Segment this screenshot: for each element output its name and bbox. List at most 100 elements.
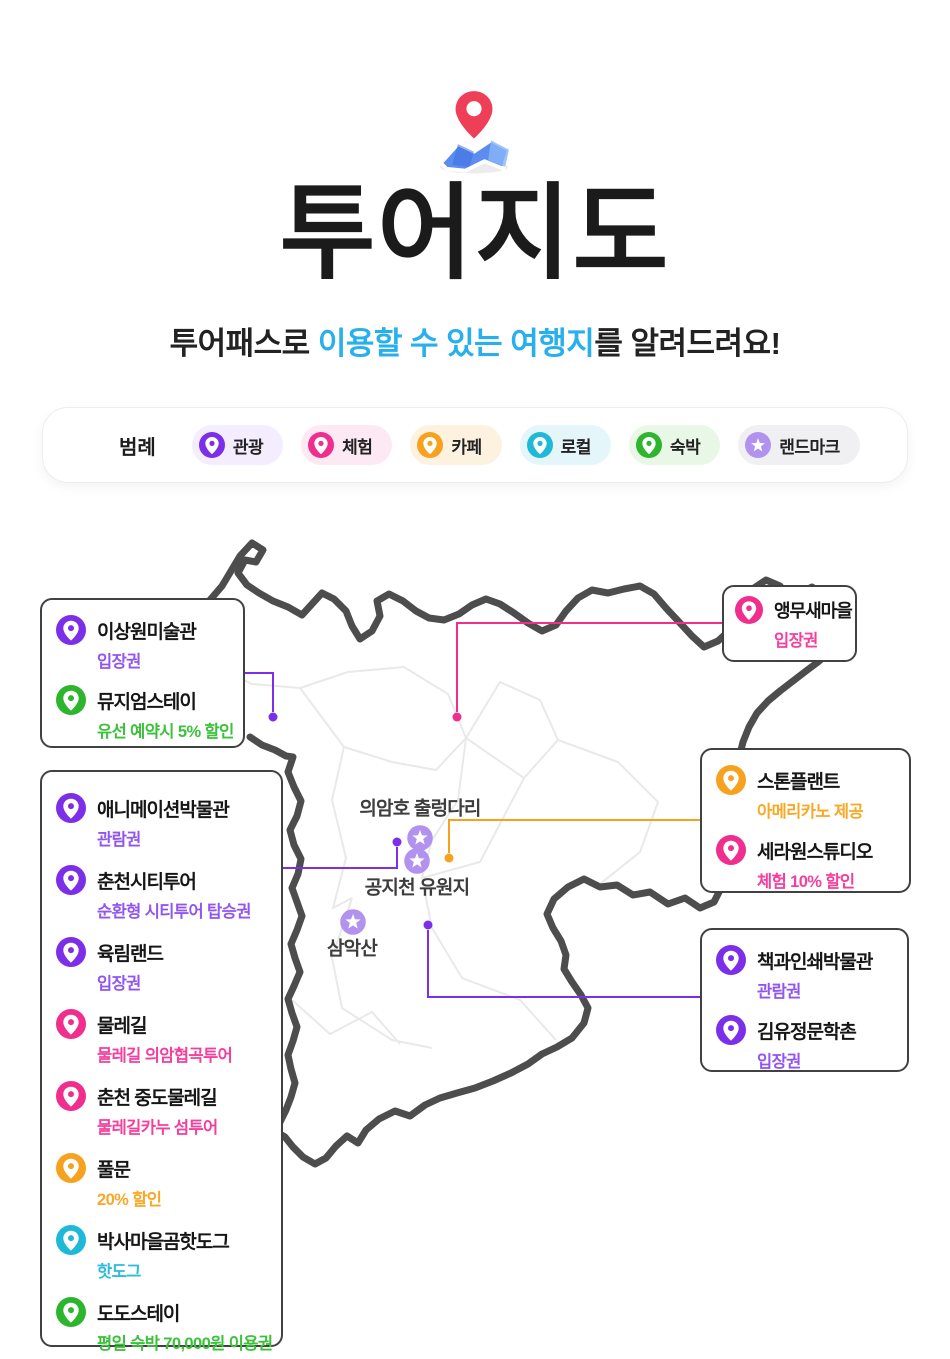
poi-name: 춘천 중도물레길	[97, 1087, 218, 1109]
poi-name: 박사마을곰핫도그	[97, 1231, 230, 1253]
legend-bar: 범례 관광 체험 카페 로컬 숙박 랜드마크	[42, 407, 908, 483]
legend-item-label: 랜드마크	[779, 437, 840, 457]
poi-item: 육림랜드 입장권	[56, 937, 267, 994]
connector-top-left	[245, 672, 278, 722]
tour-pin-icon	[56, 793, 86, 823]
legend-item-label: 체험	[342, 437, 373, 457]
poi-benefit: 아메리카노 제공	[757, 803, 864, 821]
tour-pin-icon	[56, 865, 86, 895]
legend-item-landmark: 랜드마크	[738, 425, 860, 465]
experience-pin-icon	[735, 596, 763, 624]
poi-item: 풀문 20% 할인	[56, 1153, 267, 1210]
poi-name: 도도스테이	[97, 1303, 180, 1325]
page-title: 투어지도	[279, 176, 671, 292]
poi-name: 앵무새마을	[774, 601, 853, 621]
poi-benefit: 유선 예약시 5% 할인	[97, 723, 234, 741]
page-subtitle: 투어패스로 이용할 수 있는 여행지를 알려드려요!	[0, 318, 950, 363]
tour-pin-icon	[716, 945, 746, 975]
poi-item: 김유정문학촌 입장권	[716, 1015, 893, 1072]
landmark-markers	[340, 825, 433, 935]
callout-mid-right: 스톤플랜트 아메리카노 제공 세라원스튜디오 체험 10% 할인	[700, 748, 911, 893]
connector-top-right	[452, 622, 722, 722]
tour-pin-icon	[56, 937, 86, 967]
experience-pin-icon	[716, 835, 746, 865]
poi-item: 물레길 물레길 의암협곡투어	[56, 1009, 267, 1066]
experience-pin-icon	[56, 1081, 86, 1111]
poi-name: 책과인쇄박물관	[757, 951, 873, 973]
poi-dot-orange	[444, 853, 454, 863]
poi-name: 육림랜드	[97, 943, 164, 965]
cafe-pin-icon	[56, 1153, 86, 1183]
poi-name: 물레길	[97, 1015, 147, 1037]
callout-top-left: 이상원미술관 입장권 뮤지엄스테이 유선 예약시 5% 할인	[40, 598, 245, 748]
poi-name: 춘천시티투어	[97, 871, 197, 893]
map-label-samaksan: 삼악산	[326, 938, 378, 960]
callout-left: 애니메이션박물관 관람권 춘천시티투어 순환형 시티투어 탑승권 육림랜드 입장…	[40, 770, 283, 1353]
star-pin-icon	[745, 432, 772, 458]
legend-item-tour: 관광	[191, 425, 284, 465]
poi-benefit: 입장권	[757, 1053, 801, 1071]
experience-pin-icon	[56, 1009, 86, 1039]
map-pin-logo-icon	[439, 91, 511, 174]
subtitle-pre: 투어패스로	[169, 326, 318, 361]
district-borders	[204, 659, 660, 1049]
poi-name: 세라원스튜디오	[757, 841, 873, 863]
poi-benefit: 관람권	[757, 983, 801, 1001]
stay-pin-icon	[56, 685, 86, 715]
map-label-uiamho-bridge: 의암호 출렁다리	[359, 798, 481, 820]
legend-item-experience: 체험	[301, 425, 393, 465]
subtitle-post: 를 알려드려요!	[594, 326, 781, 361]
tour-pin-icon	[716, 1015, 746, 1045]
poi-name: 김유정문학촌	[757, 1021, 857, 1043]
local-pin-icon	[56, 1225, 86, 1255]
cafe-pin-icon	[716, 765, 746, 795]
legend-item-label: 관광	[232, 437, 264, 457]
poi-name: 풀문	[97, 1159, 131, 1181]
connector-bottom-right	[423, 920, 700, 998]
legend-item-label: 카페	[451, 437, 482, 457]
poi-benefit: 입장권	[774, 632, 818, 650]
poi-item: 스톤플랜트 아메리카노 제공	[716, 765, 895, 822]
tour-pin-icon	[56, 615, 86, 645]
poi-item: 춘천 중도물레길 물레길카누 섬투어	[56, 1081, 267, 1138]
poi-dot-purple	[423, 920, 433, 930]
poi-item: 세라원스튜디오 체험 10% 할인	[716, 835, 895, 892]
pin-icon	[417, 432, 444, 458]
legend-item-label: 로컬	[560, 437, 592, 457]
pin-icon	[308, 432, 335, 458]
poi-item: 뮤지엄스테이 유선 예약시 5% 할인	[56, 685, 234, 742]
poi-name: 애니메이션박물관	[97, 799, 230, 821]
legend-item-local: 로컬	[519, 425, 611, 465]
landmark-star-icon	[404, 848, 430, 874]
pin-icon	[198, 432, 225, 458]
subtitle-highlight: 이용할 수 있는 여행지	[317, 326, 595, 361]
pin-icon	[526, 432, 553, 458]
poi-benefit: 20% 할인	[97, 1191, 162, 1209]
poi-item: 앵무새마을 입장권	[735, 596, 853, 651]
poi-benefit: 순환형 시티투어 탑승권	[97, 903, 251, 921]
poi-benefit: 핫도그	[97, 1263, 141, 1281]
poi-benefit: 물레길카누 섬투어	[97, 1119, 218, 1137]
poi-dot-purple	[392, 837, 402, 847]
callout-top-right: 앵무새마을 입장권	[722, 585, 857, 662]
stay-pin-icon	[56, 1297, 86, 1327]
poi-name: 이상원미술관	[97, 621, 197, 643]
legend-title: 범례	[119, 436, 156, 459]
legend-item-cafe: 카페	[410, 425, 502, 465]
poi-item: 도도스테이 평일 숙박 70,000원 이용권	[56, 1297, 273, 1354]
poi-item: 박사마을곰핫도그 핫도그	[56, 1225, 267, 1282]
poi-name: 뮤지엄스테이	[97, 691, 197, 713]
poi-item: 애니메이션박물관 관람권	[56, 793, 267, 850]
poi-benefit: 입장권	[97, 975, 141, 993]
landmark-star-icon	[407, 825, 433, 851]
poi-dot-pink	[452, 712, 462, 722]
poi-item: 춘천시티투어 순환형 시티투어 탑승권	[56, 865, 267, 922]
map-label-gongjicheon-park: 공지천 유원지	[364, 877, 470, 899]
poi-benefit: 체험 10% 할인	[757, 873, 855, 891]
poi-name: 스톤플랜트	[757, 771, 840, 793]
poi-item: 책과인쇄박물관 관람권	[716, 945, 893, 1002]
poi-benefit: 관람권	[97, 831, 141, 849]
pin-icon	[635, 432, 662, 458]
